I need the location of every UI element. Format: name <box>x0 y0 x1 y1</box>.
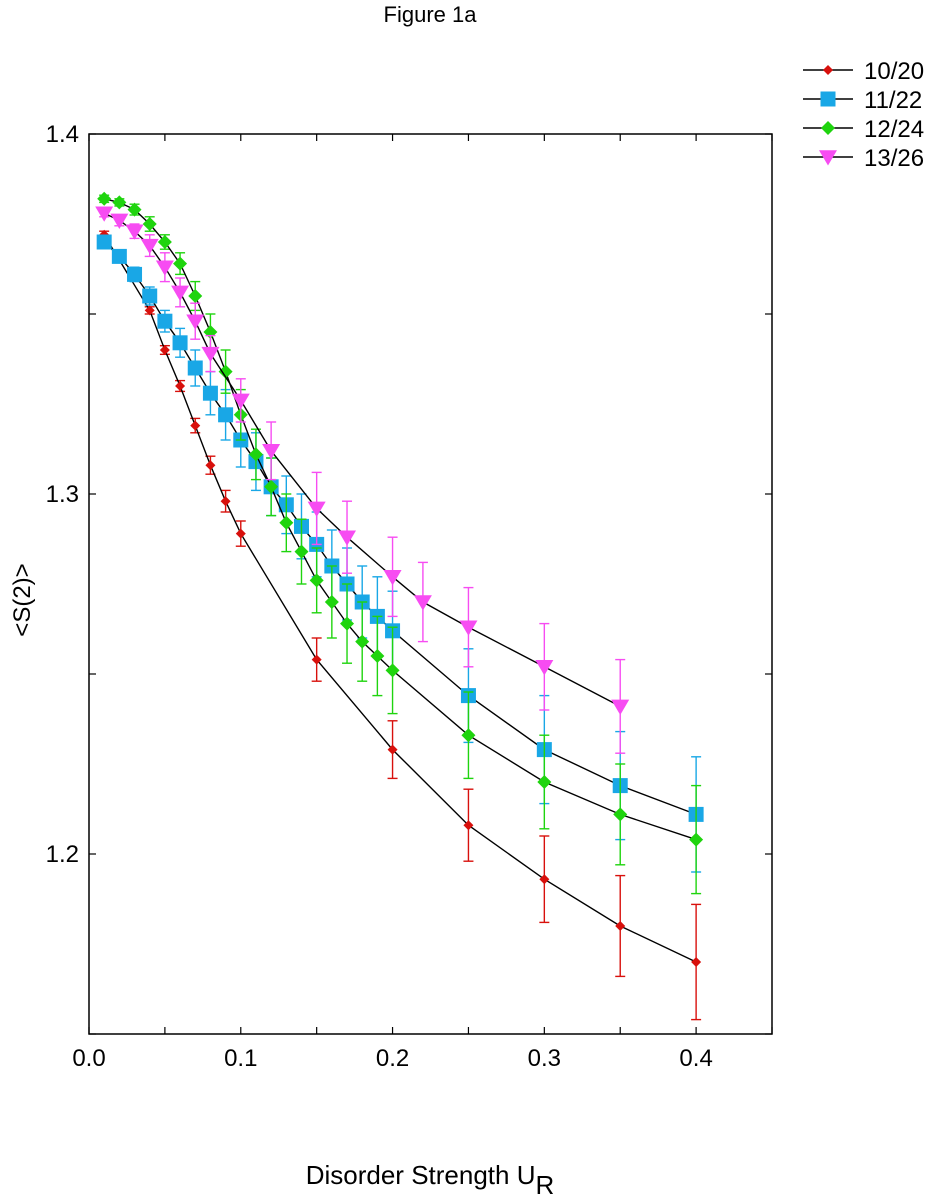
data-point <box>110 213 129 229</box>
data-point <box>311 654 322 665</box>
data-point <box>157 235 172 249</box>
series-line <box>103 234 697 963</box>
data-point <box>309 573 324 588</box>
data-point <box>142 288 158 304</box>
data-point <box>175 381 186 391</box>
data-point <box>459 620 478 636</box>
series-10-20 <box>99 229 702 1021</box>
data-point <box>537 775 552 789</box>
data-point <box>611 699 630 715</box>
data-point <box>172 335 188 351</box>
data-point <box>187 360 203 376</box>
series-line <box>103 241 697 816</box>
data-point <box>383 570 402 586</box>
legend-label: 13/26 <box>864 145 924 172</box>
legend-marker <box>819 150 837 166</box>
data-point <box>142 217 157 231</box>
series-13-26 <box>95 206 630 754</box>
data-point <box>202 385 218 401</box>
data-point <box>188 289 203 303</box>
data-point <box>355 634 370 649</box>
data-point <box>96 234 112 250</box>
y-axis-label: <S(2)> <box>9 563 36 636</box>
data-point <box>307 501 326 517</box>
data-point <box>155 260 174 276</box>
data-point <box>218 364 233 379</box>
data-point <box>539 874 550 885</box>
data-point <box>248 447 263 462</box>
x-tick-label: 0.1 <box>224 1045 257 1072</box>
legend-entry: 13/26 <box>803 145 924 172</box>
data-point <box>691 957 702 967</box>
plot-frame <box>88 133 773 1035</box>
x-axis-label-subscript: R <box>535 1170 554 1199</box>
x-tick-label: 0.2 <box>376 1045 409 1072</box>
data-point <box>613 807 628 822</box>
data-point <box>157 313 173 329</box>
data-point <box>370 649 385 663</box>
legend-entry: 11/22 <box>803 87 922 114</box>
data-point <box>279 515 294 530</box>
y-tick-label: 1.2 <box>46 841 79 868</box>
legend-marker <box>820 91 836 107</box>
y-tick-label: 1.4 <box>46 121 79 148</box>
data-point <box>125 224 144 240</box>
data-point <box>127 266 143 282</box>
data-point <box>190 420 201 431</box>
y-tick-label: 1.3 <box>46 481 79 508</box>
legend-marker <box>821 121 835 135</box>
tick-labels: 0.0 0.1 0.2 0.3 0.4 1.2 1.3 1.4 <box>46 121 713 1072</box>
data-point <box>615 921 626 931</box>
data-point <box>262 444 281 460</box>
data-point <box>294 544 309 559</box>
data-point <box>324 595 339 609</box>
legend-marker <box>823 65 833 75</box>
data-point <box>140 238 159 255</box>
data-point <box>231 393 250 409</box>
x-tick-label: 0.3 <box>528 1045 561 1072</box>
data-point <box>235 528 246 539</box>
x-axis-label-main: Disorder Strength U <box>306 1160 536 1190</box>
data-point <box>461 728 476 743</box>
data-point <box>173 256 188 271</box>
legend-entry: 10/20 <box>803 58 924 85</box>
data-point <box>338 530 357 546</box>
x-tick-label: 0.0 <box>72 1045 105 1072</box>
data-point <box>159 345 170 355</box>
data-point <box>463 820 474 831</box>
data-point <box>201 346 220 363</box>
legend-entry: 12/24 <box>803 116 924 143</box>
data-point <box>340 616 355 631</box>
data-point <box>205 460 216 471</box>
data-point <box>186 314 205 330</box>
data-point <box>218 407 234 423</box>
data-point <box>689 832 704 847</box>
series-12-24 <box>97 191 704 895</box>
data-point <box>385 663 400 678</box>
x-axis-label: Disorder Strength UR <box>306 1160 555 1199</box>
series-11-22 <box>96 234 704 873</box>
data-point <box>264 479 279 494</box>
legend-label: 12/24 <box>864 116 924 143</box>
data-point <box>144 305 155 316</box>
legend-label: 11/22 <box>864 87 922 114</box>
series-layer <box>95 191 704 1021</box>
axis-ticks <box>88 133 773 1035</box>
data-point <box>535 660 554 676</box>
x-tick-label: 0.4 <box>679 1045 712 1072</box>
data-point <box>413 595 432 611</box>
legend-label: 10/20 <box>864 58 924 85</box>
data-point <box>112 195 127 210</box>
data-point <box>387 744 398 755</box>
data-point <box>171 285 190 301</box>
data-point <box>220 496 231 507</box>
plot-border <box>88 133 773 1035</box>
data-point <box>95 206 114 222</box>
data-point <box>127 202 142 217</box>
data-point <box>111 248 127 264</box>
chart-title: Figure 1a <box>384 2 478 27</box>
data-point <box>97 191 112 206</box>
